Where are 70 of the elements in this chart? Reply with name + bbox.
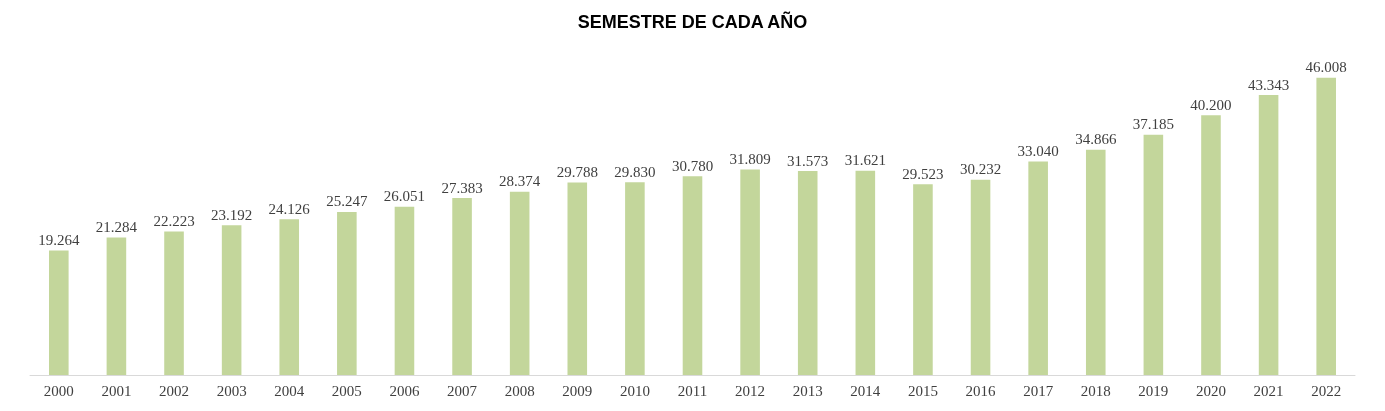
bar [1143,134,1164,375]
bar [567,182,588,375]
bar [452,198,472,375]
x-tick-label: 2002 [159,382,190,399]
data-label: 37.185 [1132,116,1174,133]
data-label: 29.830 [614,163,656,180]
x-tick-label: 2003 [216,382,247,399]
bar [1028,161,1048,375]
data-label: 21.284 [95,219,138,236]
bar [1316,77,1336,375]
x-tick-label: 2021 [1253,382,1284,399]
data-label: 29.788 [556,164,598,181]
x-tick-label: 2018 [1080,382,1111,399]
chart-title: SEMESTRE DE CADA AÑO [577,11,808,32]
data-label: 43.343 [1247,76,1290,93]
bar [970,179,991,375]
data-label: 24.126 [268,200,311,217]
data-label: 31.573 [787,152,829,169]
bar [337,211,357,375]
data-label: 30.232 [959,161,1002,178]
x-tick-label: 2006 [389,382,420,399]
x-tick-label: 2000 [43,382,74,399]
data-label: 25.247 [326,193,368,210]
x-tick-label: 2010 [619,382,650,399]
x-tick-label: 2020 [1195,382,1226,399]
x-tick-label: 2017 [1023,382,1054,399]
x-tick-label: 2014 [850,382,881,399]
data-label: 22.223 [153,212,195,229]
bar [164,231,184,375]
x-tick-label: 2015 [907,382,938,399]
data-label: 33.040 [1017,143,1059,160]
x-tick-label: 2012 [735,382,766,399]
data-label: 26.051 [383,188,426,205]
data-label: 27.383 [441,179,483,196]
x-tick-label: 2022 [1311,382,1342,399]
bar [221,225,242,375]
x-tick-label: 2013 [792,382,823,399]
data-label: 46.008 [1305,59,1347,76]
data-label: 19.264 [38,232,80,249]
bar [797,171,818,375]
bar [509,191,530,375]
bar [740,169,760,375]
data-label: 30.780 [671,157,714,174]
x-tick-label: 2016 [965,382,997,399]
data-label: 23.192 [211,206,253,223]
data-label: 28.374 [499,173,541,190]
data-label: 29.523 [902,165,944,182]
x-tick-label: 2009 [562,382,593,399]
bar [49,250,69,375]
data-label: 34.866 [1075,131,1117,148]
data-label: 31.809 [729,151,771,168]
data-label: 40.200 [1190,96,1232,113]
bar [394,206,415,375]
bar [913,184,933,375]
bar [1258,95,1279,375]
x-tick-label: 2011 [677,382,708,399]
bar [279,219,300,375]
x-tick-label: 2019 [1138,382,1169,399]
bar [1201,115,1221,375]
bar [625,182,645,375]
x-tick-label: 2007 [447,382,478,399]
bar [1085,149,1106,375]
x-tick-label: 2005 [331,382,362,399]
data-label: 31.621 [844,152,886,169]
bar [106,237,127,375]
x-tick-label: 2001 [101,382,132,399]
x-tick-label: 2008 [504,382,535,399]
x-tick-label: 2004 [274,382,305,399]
bar [682,176,703,375]
bar [855,170,876,375]
